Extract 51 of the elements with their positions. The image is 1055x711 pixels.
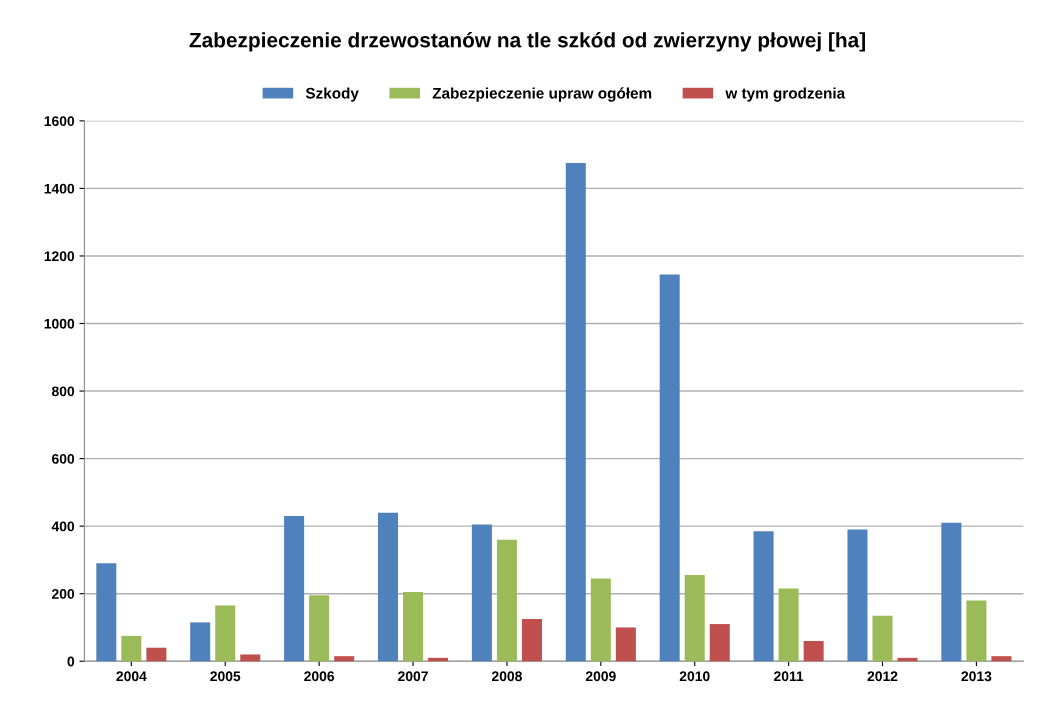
y-tick-label: 1600 xyxy=(44,116,75,127)
y-tick-label: 800 xyxy=(51,386,75,397)
x-tick-label: 2007 xyxy=(398,671,428,682)
chart-title: Zabezpieczenie drzewostanów na tle szkód od zwierzyny płowej [ha] xyxy=(189,32,865,52)
x-tick-label: 2010 xyxy=(679,671,710,682)
bar xyxy=(121,635,142,662)
y-tick-label: 200 xyxy=(51,589,75,599)
bar xyxy=(146,647,167,662)
bar xyxy=(803,640,824,662)
bar xyxy=(309,595,330,662)
y-tick-label: 400 xyxy=(51,521,75,532)
y-tick-label: 1000 xyxy=(44,318,75,329)
bar xyxy=(240,654,261,662)
bar xyxy=(284,516,305,662)
x-tick-label: 2006 xyxy=(304,671,335,682)
y-tick-label: 0 xyxy=(67,656,75,667)
bar xyxy=(190,622,211,662)
bar xyxy=(659,274,680,662)
bar xyxy=(709,624,730,662)
bar xyxy=(471,524,492,662)
x-tick-label: 2009 xyxy=(585,671,616,682)
bar xyxy=(778,588,799,662)
bar xyxy=(615,627,636,662)
bar xyxy=(847,529,868,662)
x-tick-label: 2004 xyxy=(116,671,147,682)
bar xyxy=(215,605,236,662)
y-tick-label: 1400 xyxy=(44,183,75,194)
y-tick-label: 1200 xyxy=(44,251,75,262)
legend-label: w tym grodzenia xyxy=(725,87,846,102)
bar xyxy=(521,619,542,662)
bar xyxy=(590,578,611,662)
bar xyxy=(496,539,517,662)
x-tick-label: 2013 xyxy=(961,671,992,682)
bar xyxy=(684,575,705,662)
legend-label: Zabezpieczenie upraw ogółem xyxy=(432,87,652,102)
x-tick-label: 2011 xyxy=(774,671,804,682)
bar xyxy=(941,522,962,662)
bar xyxy=(96,563,117,662)
x-tick-label: 2005 xyxy=(210,671,241,682)
bar xyxy=(403,592,424,662)
bar xyxy=(565,163,586,662)
legend-label: Szkody xyxy=(305,87,359,102)
x-tick-label: 2012 xyxy=(867,671,898,682)
bar xyxy=(966,600,987,662)
bar xyxy=(334,656,355,662)
x-tick-label: 2008 xyxy=(491,671,522,682)
y-tick-label: 600 xyxy=(52,453,75,464)
bar xyxy=(377,512,399,662)
bar xyxy=(991,656,1012,662)
bar xyxy=(753,531,774,662)
bar xyxy=(872,615,893,662)
